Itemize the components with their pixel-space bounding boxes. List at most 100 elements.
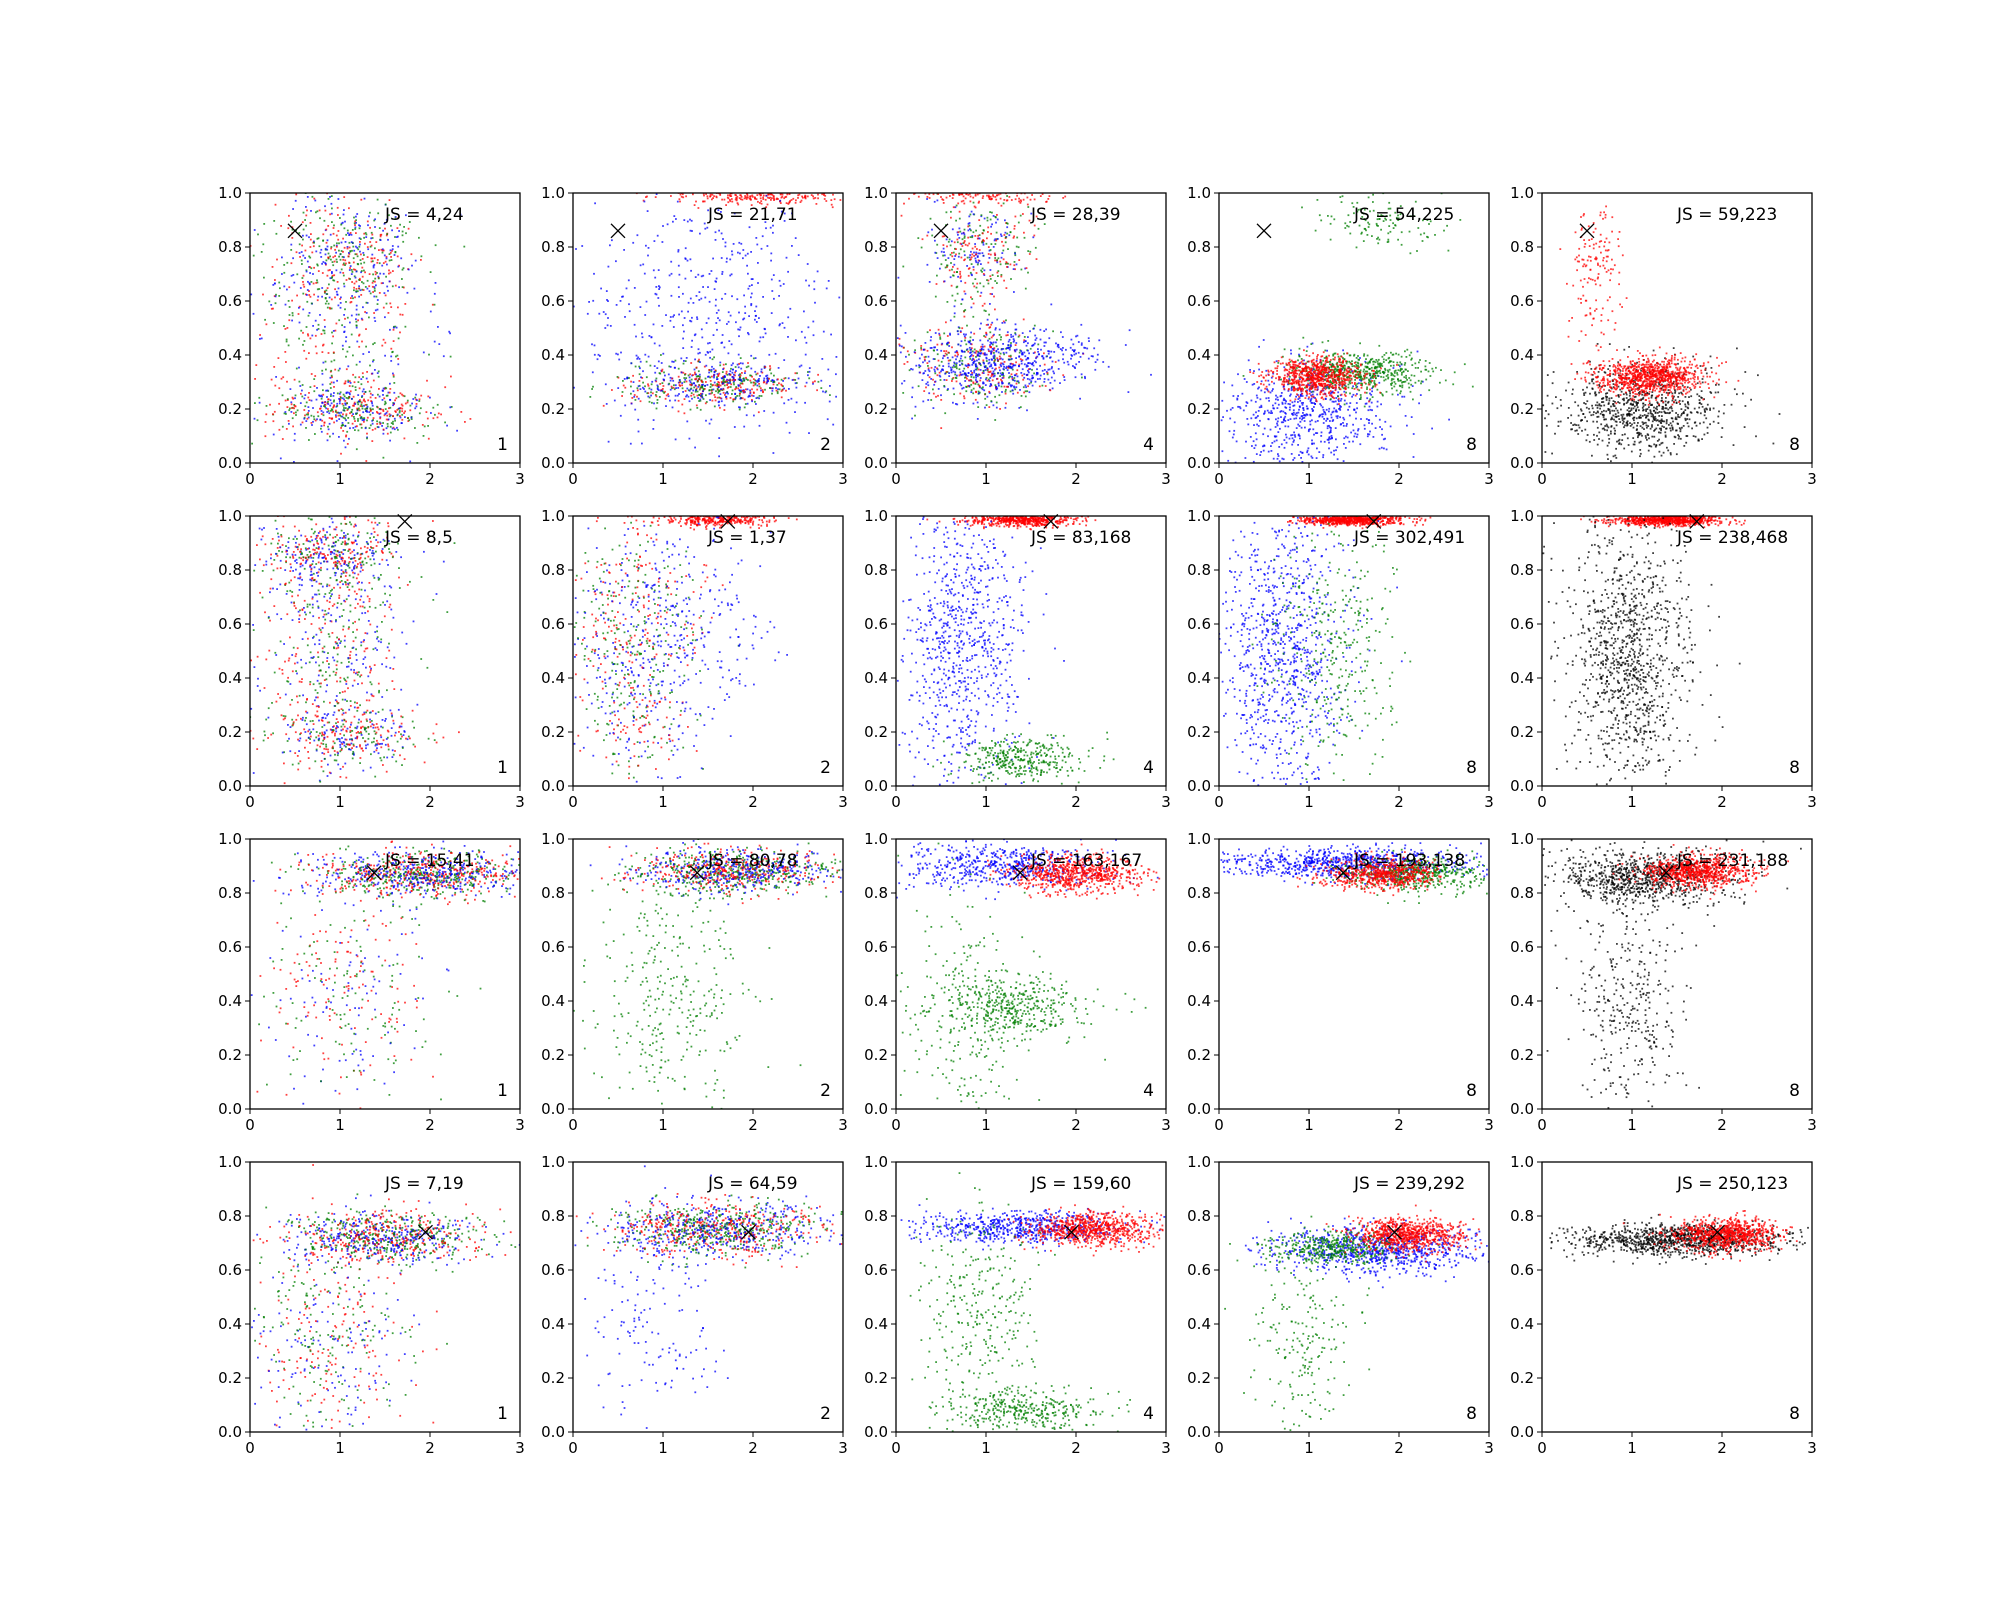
point xyxy=(1012,340,1015,343)
point xyxy=(1300,402,1303,404)
point xyxy=(325,389,327,392)
point xyxy=(708,273,711,275)
point xyxy=(961,238,964,241)
point xyxy=(352,245,355,248)
point xyxy=(365,236,368,238)
point xyxy=(747,196,749,199)
point xyxy=(999,372,1002,375)
point xyxy=(712,197,714,199)
point xyxy=(1371,409,1373,412)
point xyxy=(737,378,740,381)
point xyxy=(1018,407,1021,409)
point xyxy=(320,425,323,427)
point xyxy=(1343,437,1346,440)
point xyxy=(755,373,758,376)
point xyxy=(1259,398,1262,401)
point xyxy=(366,256,369,258)
point xyxy=(688,400,691,403)
point xyxy=(738,328,741,331)
point xyxy=(1003,234,1006,236)
point xyxy=(669,366,672,368)
point xyxy=(1014,388,1017,391)
point xyxy=(967,194,970,196)
point xyxy=(990,384,992,386)
point xyxy=(989,211,991,213)
point xyxy=(336,402,339,405)
point xyxy=(277,357,280,359)
point xyxy=(967,366,969,369)
point xyxy=(383,222,386,225)
point xyxy=(939,267,941,270)
point xyxy=(330,410,332,412)
point xyxy=(716,385,719,388)
point xyxy=(429,310,432,313)
point xyxy=(403,395,406,398)
point xyxy=(607,317,609,319)
point xyxy=(386,233,388,235)
point xyxy=(744,195,746,197)
point xyxy=(375,284,377,287)
point xyxy=(963,254,966,257)
point xyxy=(783,197,786,200)
cluster-0 xyxy=(589,344,837,415)
point xyxy=(616,376,619,378)
point xyxy=(715,322,718,324)
point xyxy=(959,276,962,279)
point xyxy=(768,197,771,199)
point xyxy=(1348,414,1351,417)
point xyxy=(1298,408,1300,411)
point xyxy=(310,399,313,402)
point xyxy=(464,421,466,423)
point xyxy=(320,256,323,258)
point xyxy=(402,267,405,270)
point xyxy=(1350,431,1352,434)
point xyxy=(326,274,329,277)
point xyxy=(961,245,964,247)
point xyxy=(320,410,323,412)
point xyxy=(257,233,259,236)
point xyxy=(936,257,939,259)
point xyxy=(1251,383,1254,386)
point xyxy=(313,415,315,418)
point xyxy=(354,425,357,428)
point xyxy=(392,375,395,378)
point xyxy=(664,374,666,377)
point xyxy=(829,394,831,396)
point xyxy=(979,379,982,382)
point xyxy=(1311,442,1314,445)
point xyxy=(768,353,771,356)
point xyxy=(1006,222,1009,225)
point xyxy=(323,219,326,222)
point xyxy=(404,325,407,328)
point xyxy=(1013,261,1016,263)
point xyxy=(1427,370,1430,373)
point xyxy=(973,371,976,374)
point xyxy=(1052,330,1054,333)
point xyxy=(754,383,757,386)
point xyxy=(983,345,986,348)
point xyxy=(733,212,736,215)
point xyxy=(791,245,793,247)
point xyxy=(1368,422,1370,424)
point xyxy=(1348,405,1351,408)
point xyxy=(355,320,358,323)
point xyxy=(359,399,361,401)
point xyxy=(314,345,317,348)
point xyxy=(1303,416,1306,419)
point xyxy=(922,400,925,403)
point xyxy=(976,380,979,383)
point xyxy=(1021,359,1024,361)
point xyxy=(961,373,964,376)
point xyxy=(352,427,355,429)
point xyxy=(1049,382,1052,384)
point xyxy=(344,424,347,427)
point xyxy=(340,250,343,252)
point xyxy=(764,198,767,201)
point xyxy=(333,359,336,362)
point xyxy=(740,194,742,197)
point xyxy=(1064,195,1067,198)
point xyxy=(981,267,984,270)
point xyxy=(701,386,703,388)
point xyxy=(653,342,656,345)
point xyxy=(697,207,700,209)
